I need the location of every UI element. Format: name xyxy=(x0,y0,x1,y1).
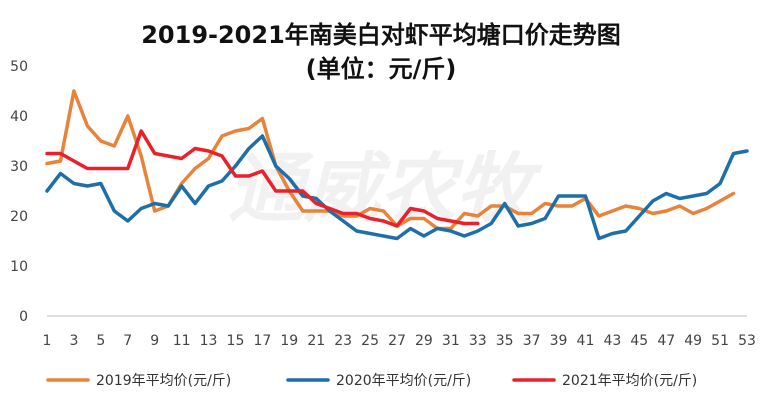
x-tick-label: 3 xyxy=(69,333,78,349)
legend-label-1: 2019年平均价(元/斤) xyxy=(96,373,231,389)
x-tick-label: 37 xyxy=(523,333,541,349)
x-tick-label: 35 xyxy=(496,333,514,349)
x-tick-label: 53 xyxy=(738,333,756,349)
series-layer xyxy=(45,89,749,241)
y-tick-label: 50 xyxy=(10,59,28,75)
legend-label-3: 2021年平均价(元/斤) xyxy=(562,373,697,389)
series-line-2 xyxy=(45,134,749,241)
y-axis: 0 10 20 30 40 50 xyxy=(10,59,28,325)
x-tick-label: 39 xyxy=(550,333,568,349)
y-tick-label: 40 xyxy=(10,109,28,125)
x-tick-label: 31 xyxy=(442,333,460,349)
x-tick-label: 23 xyxy=(334,333,352,349)
x-tick-label: 7 xyxy=(123,333,132,349)
x-tick-label: 45 xyxy=(630,333,648,349)
watermark: 通威农牧 xyxy=(228,144,543,233)
series-line-3 xyxy=(45,129,480,228)
x-axis: 1 3 5 7 9 11 13 15 17 19 21 23 25 27 29 31 33 35 37 39 41 43 4… xyxy=(43,333,756,349)
x-tick-label: 15 xyxy=(227,333,245,349)
chart-subtitle: (单位：元/斤) xyxy=(306,55,457,83)
x-tick-label: 25 xyxy=(361,333,379,349)
x-tick-label: 5 xyxy=(96,333,105,349)
y-tick-label: 10 xyxy=(10,259,28,275)
x-tick-label: 11 xyxy=(173,333,191,349)
x-tick-label: 41 xyxy=(577,333,595,349)
x-tick-label: 17 xyxy=(253,333,271,349)
x-tick-label: 9 xyxy=(150,333,159,349)
x-tick-label: 47 xyxy=(657,333,675,349)
legend-label-2: 2020年平均价(元/斤) xyxy=(336,373,471,389)
x-tick-label: 13 xyxy=(200,333,218,349)
y-tick-label: 0 xyxy=(19,309,28,325)
y-tick-label: 30 xyxy=(10,159,28,175)
x-tick-label: 27 xyxy=(388,333,406,349)
chart-title: 2019-2021年南美白对虾平均塘口价走势图 xyxy=(141,21,621,49)
x-tick-label: 19 xyxy=(280,333,298,349)
x-tick-label: 51 xyxy=(711,333,729,349)
y-tick-label: 20 xyxy=(10,209,28,225)
legend: 2019年平均价(元/斤) 2020年平均价(元/斤) 2021年平均价(元/斤) xyxy=(46,373,697,389)
x-tick-label: 43 xyxy=(603,333,621,349)
x-tick-label: 29 xyxy=(415,333,433,349)
x-tick-label: 21 xyxy=(307,333,325,349)
x-tick-label: 1 xyxy=(43,333,52,349)
series-line-1 xyxy=(45,89,736,231)
x-tick-label: 33 xyxy=(469,333,487,349)
x-tick-label: 49 xyxy=(684,333,702,349)
